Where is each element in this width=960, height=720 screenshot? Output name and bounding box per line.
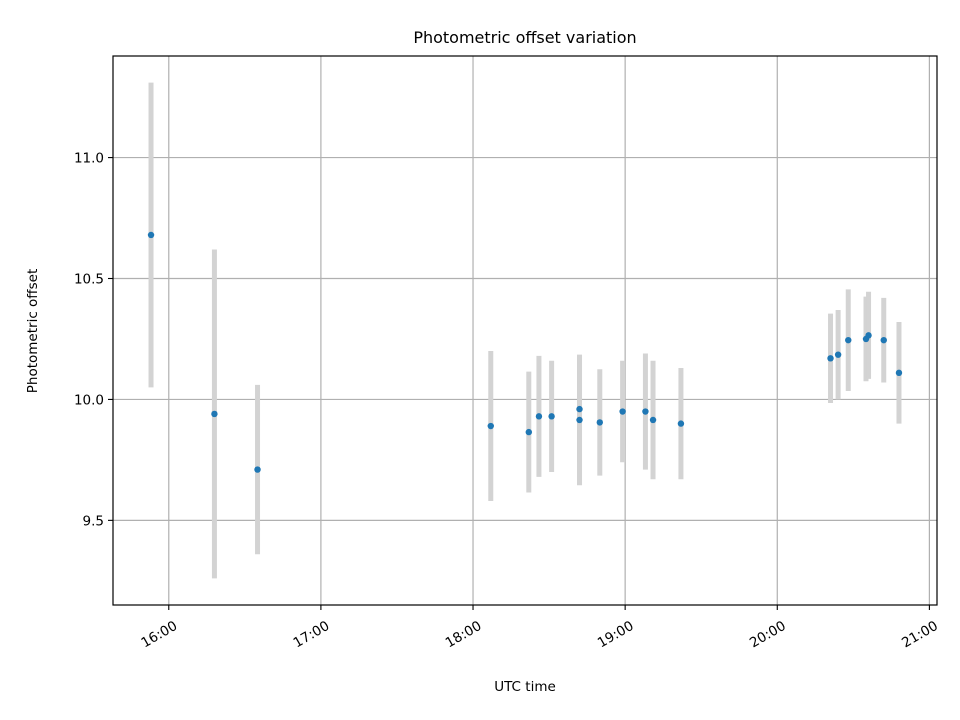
- data-point: [525, 428, 533, 436]
- grid-layer: [113, 56, 937, 605]
- x-tick-label: 21:00: [899, 618, 941, 651]
- data-point: [895, 369, 903, 377]
- data-point: [880, 336, 887, 344]
- data-point: [254, 466, 261, 473]
- data-point: [642, 408, 649, 415]
- data-point: [827, 355, 834, 362]
- y-tick-label: 9.5: [83, 513, 104, 529]
- y-tick-label: 10.5: [74, 272, 104, 288]
- data-point: [576, 416, 583, 424]
- plot-frame: [112, 55, 938, 606]
- data-point: [211, 410, 218, 418]
- data-point: [596, 419, 603, 426]
- point-layer: [147, 231, 903, 473]
- x-axis-label: UTC time: [494, 679, 556, 695]
- x-tick-label: 17:00: [291, 618, 333, 651]
- x-tick-label: 20:00: [747, 618, 789, 651]
- data-point: [548, 413, 555, 420]
- y-tick-label: 11.0: [74, 151, 104, 167]
- x-tick-label: 16:00: [138, 618, 180, 651]
- data-point: [649, 416, 657, 424]
- data-point: [487, 422, 494, 430]
- errorbar-layer: [148, 82, 902, 579]
- data-point: [147, 231, 155, 239]
- data-point: [865, 332, 872, 339]
- x-tick-label: 18:00: [443, 618, 485, 651]
- chart-title: Photometric offset variation: [413, 28, 636, 47]
- data-point: [834, 351, 842, 358]
- data-point: [535, 413, 543, 420]
- data-point: [677, 420, 685, 427]
- data-point: [845, 336, 852, 344]
- tick-layer: 16:00 17:00 18:00 19:00 20:00 21:00 9.5 10.0 10.…: [74, 151, 941, 652]
- y-tick-label: 10.0: [74, 392, 104, 408]
- data-point: [619, 408, 626, 415]
- y-axis-label: Photometric offset: [25, 269, 41, 393]
- x-tick-label: 19:00: [595, 618, 637, 651]
- data-point: [576, 405, 583, 413]
